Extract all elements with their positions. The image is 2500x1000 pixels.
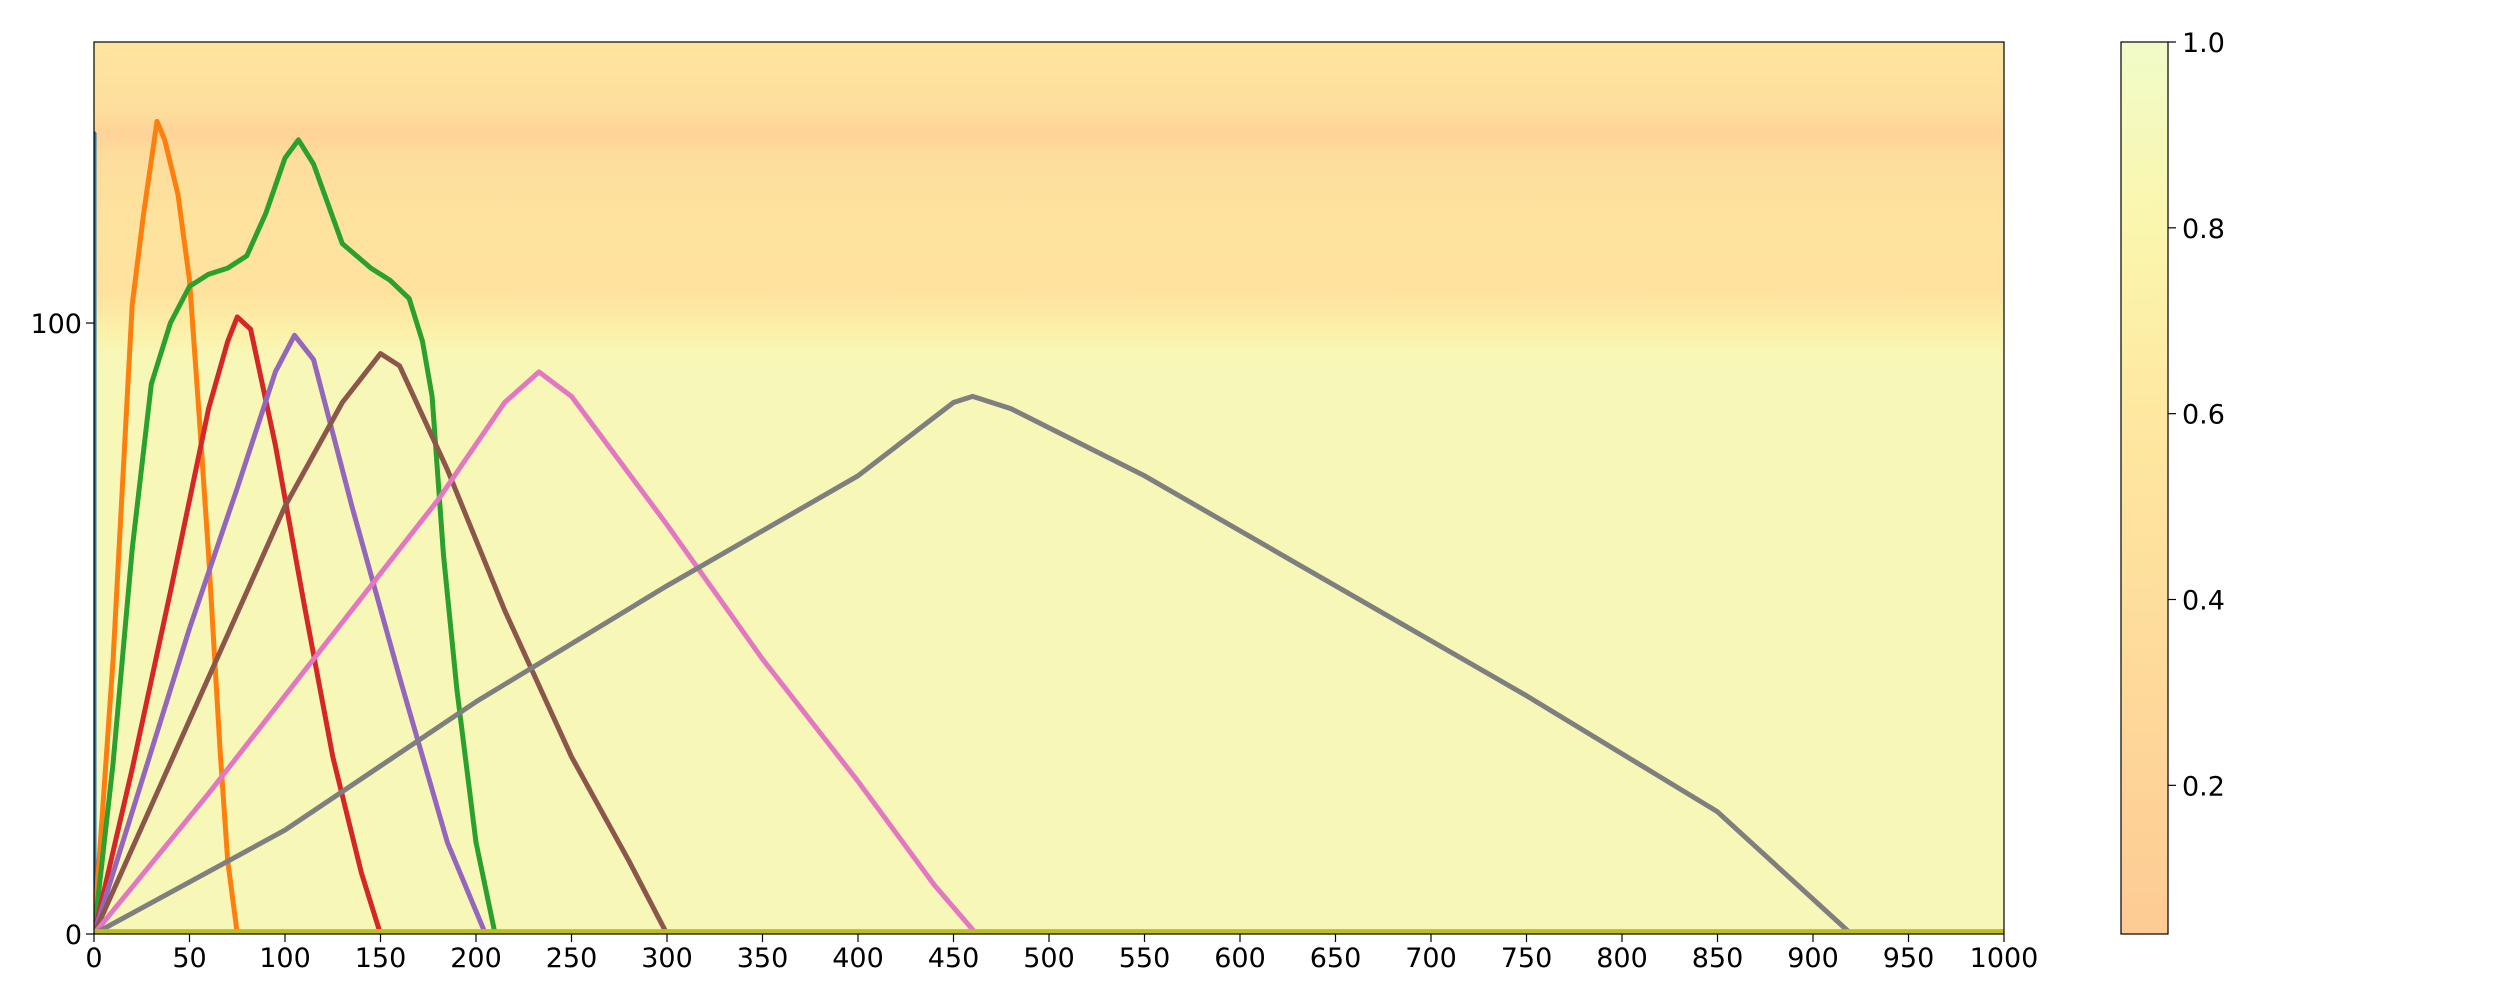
series-line-7 bbox=[94, 369, 979, 934]
series-line-5 bbox=[94, 332, 498, 934]
x-tick-label: 150 bbox=[355, 943, 407, 974]
colorbar-tick-label: 0.8 bbox=[2182, 214, 2225, 245]
x-tick-label: 200 bbox=[450, 943, 502, 974]
x-tick-label: 500 bbox=[1023, 943, 1075, 974]
x-tick-label: 350 bbox=[737, 943, 789, 974]
colorbar-tick-label: 0.4 bbox=[2182, 586, 2225, 617]
y-tick-label: 100 bbox=[30, 309, 82, 340]
x-tick-label: 550 bbox=[1119, 943, 1171, 974]
x-tick-label: 400 bbox=[832, 943, 884, 974]
x-tick-label: 50 bbox=[172, 943, 206, 974]
colorbar-tick-label: 0.2 bbox=[2182, 771, 2225, 802]
series-layer bbox=[94, 118, 2004, 934]
y-tick-label: 0 bbox=[65, 920, 82, 951]
series-line-6 bbox=[94, 351, 670, 934]
colorbar bbox=[2120, 41, 2169, 935]
x-tick-label: 600 bbox=[1214, 943, 1266, 974]
x-tick-label: 750 bbox=[1501, 943, 1553, 974]
heatmap-background bbox=[94, 42, 2004, 934]
x-tick-label: 300 bbox=[641, 943, 693, 974]
series-line-4 bbox=[94, 314, 383, 934]
x-tick-label: 250 bbox=[546, 943, 598, 974]
x-tick-label: 650 bbox=[1310, 943, 1362, 974]
x-tick-label: 800 bbox=[1596, 943, 1648, 974]
x-axis: 0 50 100 150 200 250 300 350 400 450 500 550 600 650 7… bbox=[85, 934, 2038, 974]
x-tick-label: 850 bbox=[1692, 943, 1744, 974]
x-tick-label: 900 bbox=[1787, 943, 1839, 974]
series-line-2 bbox=[94, 118, 240, 934]
series-line-3 bbox=[94, 137, 508, 934]
x-tick-label: 950 bbox=[1883, 943, 1935, 974]
colorbar-tick-label: 0.6 bbox=[2182, 400, 2225, 431]
colorbar-tick-label: 1.0 bbox=[2182, 28, 2225, 59]
colorbar-axis: 0.2 0.4 0.6 0.8 1.0 bbox=[2168, 28, 2225, 802]
x-tick-label: 100 bbox=[259, 943, 311, 974]
x-tick-label: 700 bbox=[1405, 943, 1457, 974]
x-tick-label: 1000 bbox=[1970, 943, 2039, 974]
x-tick-label: 0 bbox=[85, 943, 102, 974]
x-tick-label: 450 bbox=[928, 943, 980, 974]
y-axis: 0 100 bbox=[30, 309, 94, 951]
series-line-8 bbox=[94, 393, 1854, 934]
